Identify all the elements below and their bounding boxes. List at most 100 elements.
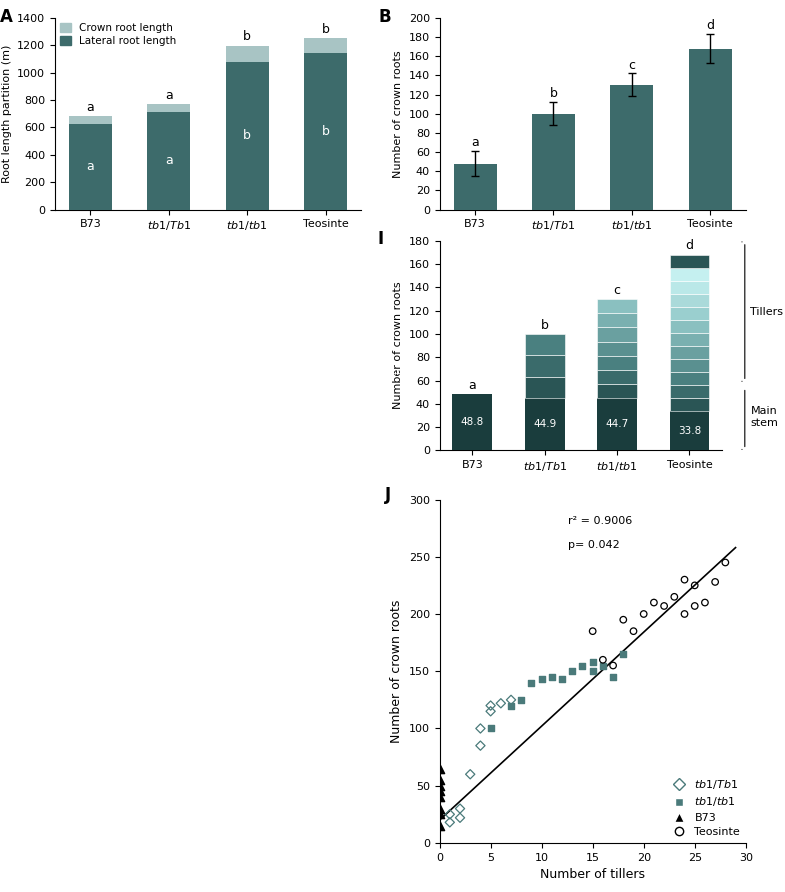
Point	[444, 807, 456, 822]
Text: 48.8: 48.8	[461, 417, 484, 427]
Text: r² = 0.9006: r² = 0.9006	[568, 516, 633, 525]
Text: D: D	[208, 244, 220, 259]
Point	[576, 658, 589, 673]
Y-axis label: Number of crown roots: Number of crown roots	[390, 599, 403, 743]
Text: Main
stem: Main stem	[750, 406, 779, 428]
Text: G: G	[12, 518, 23, 533]
Point	[546, 670, 558, 684]
Text: B: B	[378, 8, 391, 26]
Bar	[454, 163, 497, 210]
Text: C: C	[12, 244, 22, 259]
Point	[474, 722, 487, 736]
Text: 44.9: 44.9	[533, 419, 557, 429]
Point	[484, 722, 497, 736]
Bar	[525, 398, 564, 450]
Bar	[670, 307, 710, 320]
Bar	[670, 293, 710, 307]
Point	[586, 664, 599, 678]
Y-axis label: Number of crown roots: Number of crown roots	[393, 282, 403, 409]
Bar	[148, 104, 191, 112]
Bar	[525, 334, 564, 355]
Point	[668, 590, 681, 604]
Bar	[225, 45, 268, 62]
Bar	[670, 320, 710, 333]
Text: J: J	[385, 486, 391, 504]
Point	[678, 607, 691, 621]
Point	[688, 599, 701, 613]
Point	[648, 596, 660, 610]
Point	[658, 599, 670, 613]
Text: a: a	[165, 154, 173, 168]
Point	[495, 696, 507, 710]
Point	[474, 739, 487, 753]
Point	[433, 790, 446, 805]
Bar	[597, 299, 637, 313]
Bar	[304, 54, 347, 210]
Text: b: b	[541, 318, 549, 332]
Bar	[597, 356, 637, 370]
Point	[678, 573, 691, 587]
Text: a: a	[469, 379, 476, 392]
Text: A: A	[0, 8, 13, 26]
Text: d: d	[685, 239, 693, 252]
Bar	[525, 376, 564, 398]
Point	[433, 784, 446, 798]
Text: a: a	[86, 101, 94, 114]
Point	[433, 819, 446, 833]
Point	[556, 672, 568, 686]
Text: F: F	[208, 382, 217, 395]
Point	[525, 675, 538, 690]
Text: c: c	[614, 284, 621, 297]
Legend: Crown root length, Lateral root length: Crown root length, Lateral root length	[60, 23, 176, 46]
Bar	[670, 268, 710, 281]
Point	[607, 658, 619, 673]
Point	[444, 815, 456, 830]
Text: E: E	[12, 382, 21, 395]
Bar	[225, 62, 268, 210]
Text: b: b	[243, 30, 251, 44]
Point	[535, 672, 548, 686]
Bar	[597, 399, 637, 450]
Bar	[148, 112, 191, 210]
Point	[709, 574, 721, 589]
Bar	[452, 393, 492, 450]
Point	[617, 647, 630, 661]
Y-axis label: Number of crown roots: Number of crown roots	[393, 50, 403, 178]
Point	[617, 613, 630, 627]
Text: a: a	[165, 88, 173, 102]
Bar	[69, 117, 112, 124]
Text: p= 0.042: p= 0.042	[568, 540, 620, 549]
Text: 44.7: 44.7	[605, 419, 629, 429]
Bar	[670, 398, 710, 411]
Bar	[532, 114, 575, 210]
Bar	[670, 411, 710, 450]
Point	[454, 801, 466, 815]
Bar	[597, 313, 637, 327]
Point	[566, 664, 579, 678]
Bar	[597, 370, 637, 384]
Text: b: b	[322, 125, 330, 138]
Text: a: a	[471, 136, 479, 149]
Point	[688, 578, 701, 592]
Point	[597, 653, 609, 667]
Text: H: H	[12, 593, 24, 607]
Bar	[525, 355, 564, 376]
Text: b: b	[322, 23, 330, 36]
Point	[627, 624, 640, 639]
Legend: $\it{tb1/Tb1}$, $\it{tb1/tb1}$, B73, Teosinte: $\it{tb1/Tb1}$, $\it{tb1/tb1}$, B73, Teo…	[672, 778, 740, 838]
Text: 33.8: 33.8	[677, 425, 701, 436]
Bar	[597, 327, 637, 342]
Point	[433, 779, 446, 793]
Bar	[688, 48, 732, 210]
Bar	[670, 385, 710, 398]
Point	[433, 762, 446, 776]
Bar	[69, 124, 112, 210]
Bar	[670, 359, 710, 372]
Point	[719, 556, 732, 570]
Bar	[610, 85, 653, 210]
Bar	[597, 342, 637, 356]
Point	[597, 658, 609, 673]
Bar	[597, 384, 637, 399]
Point	[464, 767, 476, 781]
Point	[586, 624, 599, 639]
